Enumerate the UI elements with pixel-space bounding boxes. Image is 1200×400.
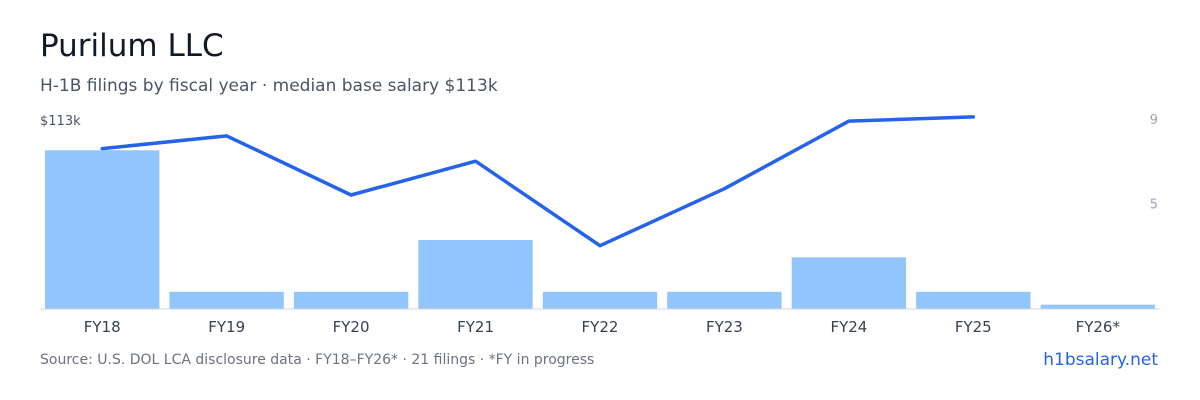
bar-fy25: [916, 291, 1031, 309]
bar-fy24: [791, 257, 907, 309]
x-tick-fy19: FY19: [208, 318, 245, 336]
x-tick-fy20: FY20: [333, 318, 370, 336]
brand-link[interactable]: h1bsalary.net: [1043, 350, 1158, 370]
page-subtitle: H-1B filings by fiscal year · median bas…: [40, 76, 498, 96]
x-tick-labels: FY18 FY19 FY20 FY21 FY22 FY23 FY24 FY25 FY26*: [84, 318, 1121, 336]
bar-fy21: [418, 240, 533, 309]
x-tick-fy22: FY22: [582, 318, 619, 336]
bar-fy20: [293, 291, 409, 309]
page-title: Purilum LLC: [40, 28, 224, 64]
x-tick-fy21: FY21: [457, 318, 494, 336]
x-tick-fy25: FY25: [955, 318, 992, 336]
x-tick-fy24: FY24: [830, 318, 867, 336]
x-tick-fy18: FY18: [84, 318, 121, 336]
bar-fy19: [169, 291, 284, 309]
left-axis-label: $113k: [40, 114, 81, 129]
bar-fy26: [1040, 304, 1155, 309]
salary-line: [100, 115, 976, 248]
bar-fy23: [667, 291, 782, 309]
right-tick-9: 9: [1150, 113, 1158, 128]
source-note: Source: U.S. DOL LCA disclosure data · F…: [40, 352, 595, 368]
x-tick-fy23: FY23: [706, 318, 743, 336]
bar-fy18: [45, 150, 160, 309]
right-axis-ticks: 95: [1150, 113, 1158, 212]
bar-fy22: [542, 291, 658, 309]
x-tick-fy26: FY26*: [1076, 318, 1121, 336]
bar-series: [45, 150, 1155, 309]
right-tick-5: 5: [1150, 197, 1158, 212]
